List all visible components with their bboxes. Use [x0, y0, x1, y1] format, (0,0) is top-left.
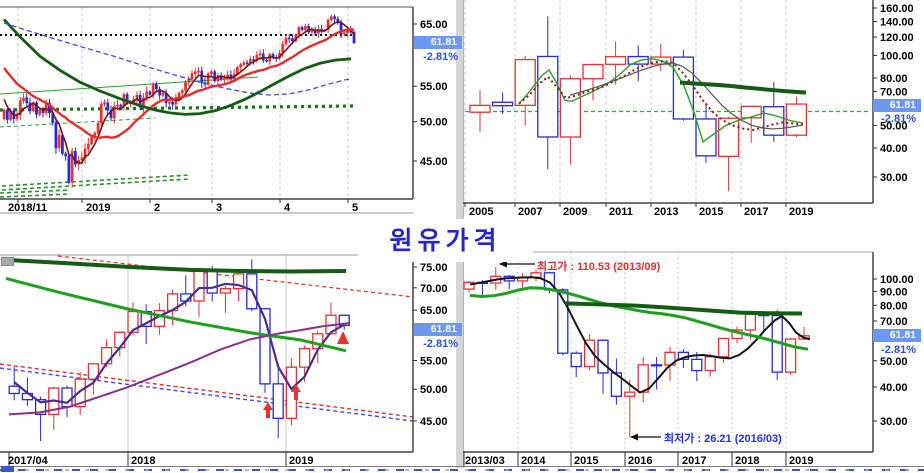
svg-text:2019: 2019: [789, 206, 813, 218]
svg-text:2013/03: 2013/03: [465, 455, 505, 467]
lowest-price-annotation: 최저가 : 26.21 (2016/03): [664, 433, 782, 445]
svg-text:80.00: 80.00: [880, 300, 908, 312]
svg-text:45.00: 45.00: [420, 416, 448, 428]
price-badge: 61.81: [414, 36, 462, 49]
svg-text:30.00: 30.00: [880, 416, 908, 428]
svg-text:2014: 2014: [521, 455, 546, 467]
svg-text:2009: 2009: [563, 206, 587, 218]
svg-text:140.00: 140.00: [880, 16, 914, 28]
svg-text:55.00: 55.00: [420, 356, 448, 368]
pane-resize-handle[interactable]: [1, 257, 14, 266]
svg-text:55.00: 55.00: [420, 81, 448, 93]
svg-text:50.00: 50.00: [420, 384, 448, 396]
svg-text:2017: 2017: [744, 206, 768, 218]
svg-text:80.00: 80.00: [880, 73, 908, 85]
price-badge: 61.81: [873, 99, 921, 112]
svg-text:160.00: 160.00: [880, 3, 914, 15]
svg-text:4: 4: [284, 202, 291, 214]
svg-text:2017: 2017: [682, 455, 706, 467]
svg-text:30.00: 30.00: [880, 172, 908, 184]
svg-text:65.00: 65.00: [420, 19, 448, 31]
svg-text:100.00: 100.00: [880, 274, 914, 286]
scrollbar-corner[interactable]: [1, 466, 14, 472]
svg-text:2: 2: [154, 202, 160, 214]
svg-text:90.00: 90.00: [880, 286, 908, 298]
price-badge: 61.81: [414, 323, 462, 336]
svg-text:50.00: 50.00: [880, 356, 908, 368]
svg-text:2013: 2013: [654, 206, 678, 218]
svg-text:40.00: 40.00: [880, 382, 908, 394]
price-badge: 61.81: [873, 329, 921, 342]
svg-text:50.00: 50.00: [880, 120, 908, 132]
svg-text:70.00: 70.00: [880, 86, 908, 98]
svg-text:2005: 2005: [469, 206, 493, 218]
svg-text:5: 5: [352, 202, 358, 214]
svg-text:3: 3: [216, 202, 222, 214]
svg-text:45.00: 45.00: [420, 156, 448, 168]
change-percent-label: -2.81%: [423, 51, 458, 63]
svg-text:2019: 2019: [289, 455, 313, 467]
svg-text:2018/11: 2018/11: [8, 202, 47, 214]
svg-text:2007: 2007: [518, 206, 542, 218]
svg-text:120.00: 120.00: [880, 32, 914, 44]
svg-text:2017/04: 2017/04: [8, 455, 49, 467]
svg-text:70.00: 70.00: [880, 316, 908, 328]
svg-text:2015: 2015: [574, 455, 598, 467]
svg-text:2018: 2018: [131, 455, 155, 467]
svg-text:2019: 2019: [86, 202, 110, 214]
svg-text:40.00: 40.00: [880, 143, 908, 155]
svg-text:2019: 2019: [789, 455, 813, 467]
svg-text:100.00: 100.00: [880, 50, 914, 62]
svg-text:50.00: 50.00: [420, 117, 448, 129]
change-percent-label: -2.81%: [423, 338, 458, 350]
svg-text:2011: 2011: [609, 206, 633, 218]
svg-text:75.00: 75.00: [420, 262, 448, 274]
change-percent-label: -2.81%: [881, 344, 916, 356]
svg-text:65.00: 65.00: [420, 305, 448, 317]
svg-text:2018: 2018: [735, 455, 759, 467]
highest-price-annotation: 최고가 : 110.53 (2013/09): [537, 261, 661, 273]
change-percent-label: -2.81%: [881, 113, 916, 125]
svg-text:70.00: 70.00: [420, 283, 448, 295]
page-title: 원유가격: [358, 219, 533, 262]
svg-text:2015: 2015: [699, 206, 723, 218]
svg-text:2016: 2016: [628, 455, 652, 467]
